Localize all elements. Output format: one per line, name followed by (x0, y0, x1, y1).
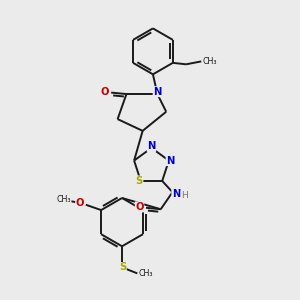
Text: CH₃: CH₃ (138, 269, 153, 278)
Text: S: S (136, 176, 143, 186)
Text: H: H (181, 191, 188, 200)
Text: O: O (76, 198, 84, 208)
Text: N: N (166, 156, 175, 166)
Text: S: S (119, 262, 126, 272)
Text: CH₃: CH₃ (56, 195, 71, 204)
Text: N: N (147, 142, 156, 152)
Text: O: O (135, 202, 144, 212)
Text: N: N (153, 87, 161, 97)
Text: CH₃: CH₃ (202, 57, 217, 66)
Text: O: O (100, 87, 109, 97)
Text: N: N (172, 189, 180, 199)
